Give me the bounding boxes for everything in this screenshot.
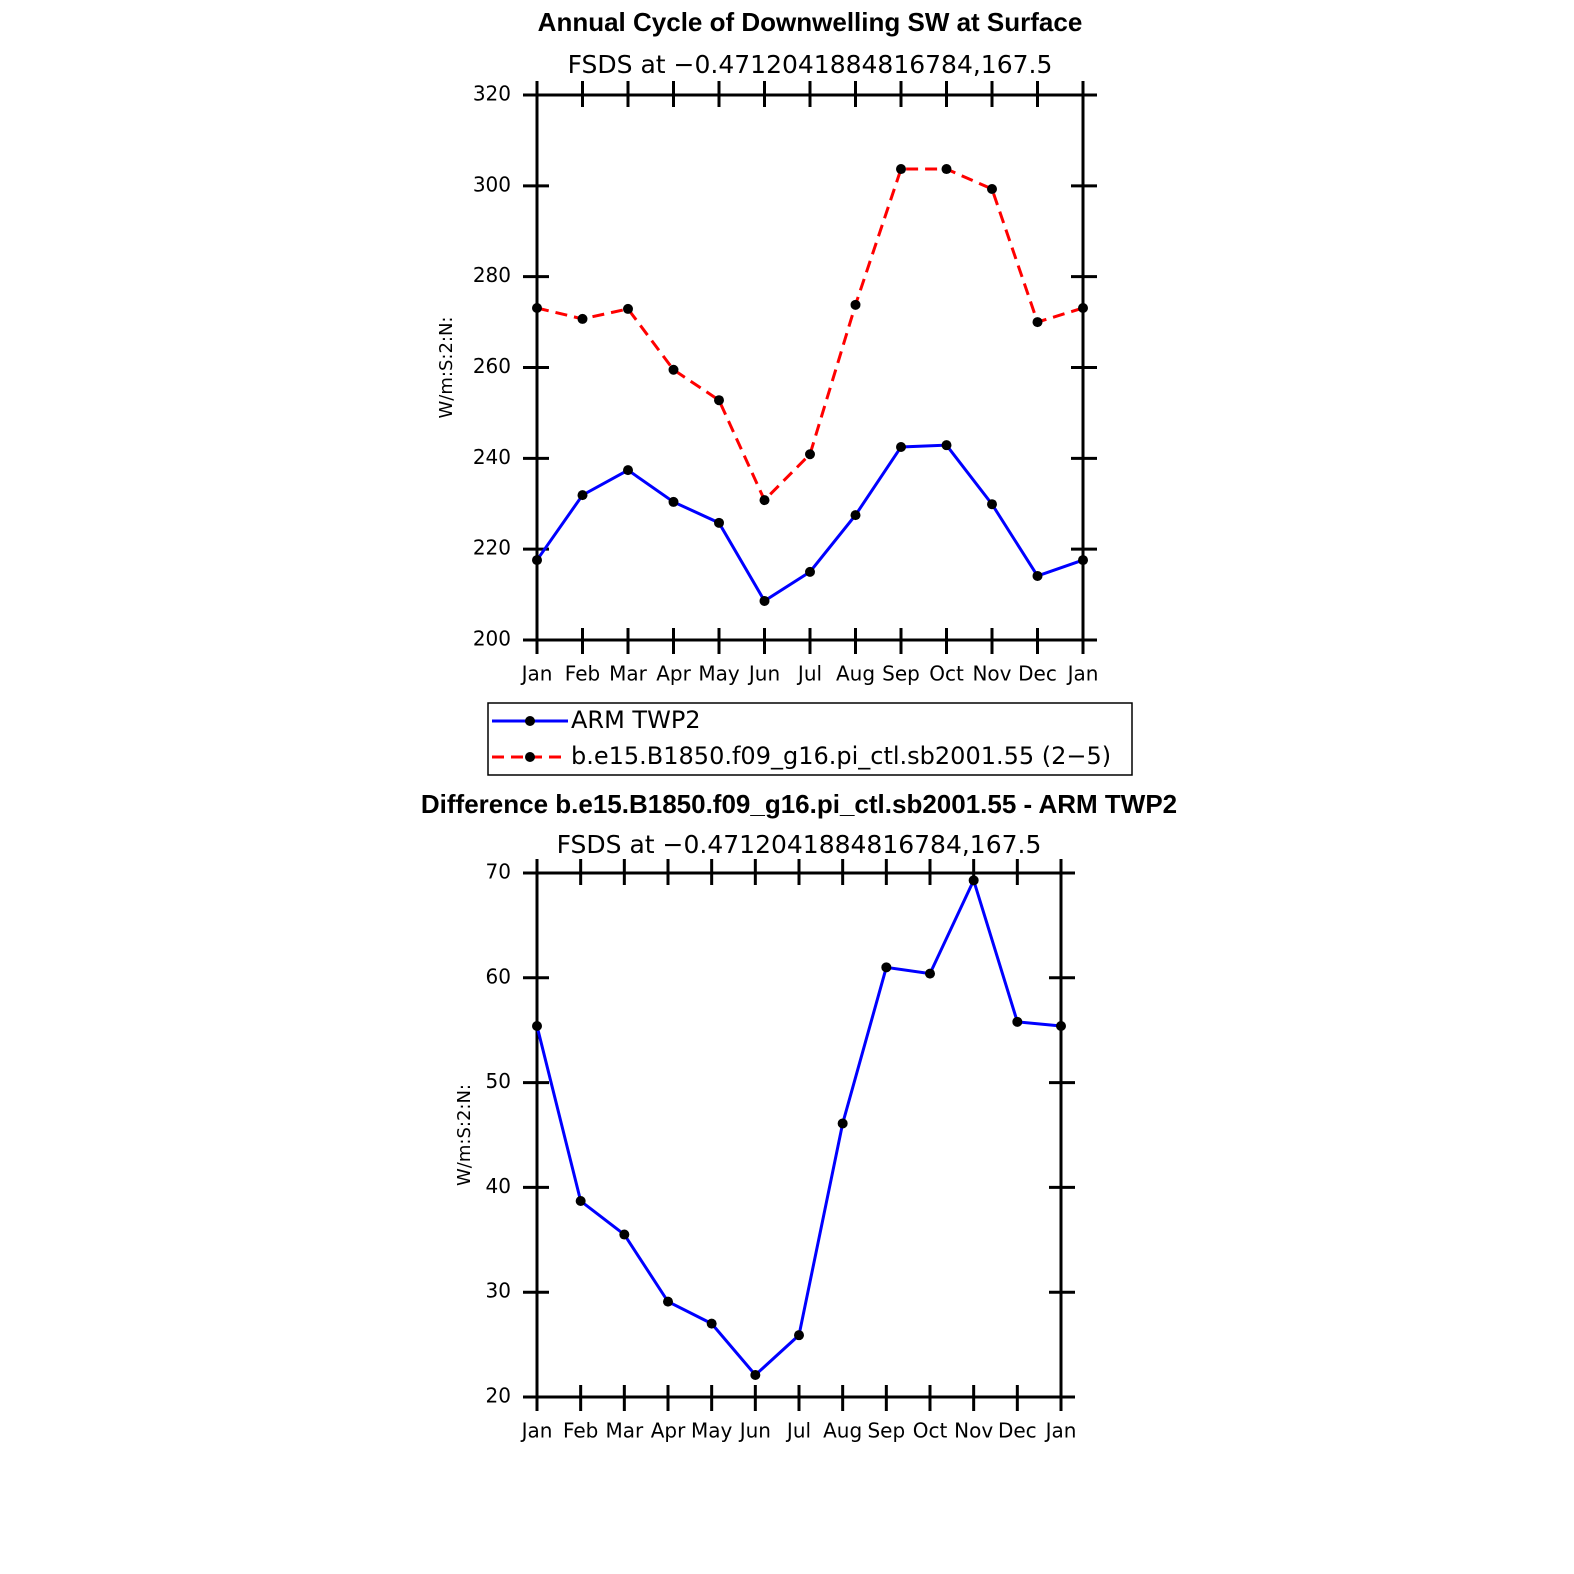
data-point [805, 449, 815, 460]
data-point [575, 1196, 586, 1207]
x-tick-label: Oct [913, 1419, 948, 1443]
x-tick-label: Nov [972, 662, 1011, 686]
data-point [850, 510, 861, 521]
data-point [532, 1021, 542, 1032]
data-point [532, 555, 542, 566]
x-tick-label: Mar [605, 1419, 644, 1443]
x-tick-label: May [691, 1419, 733, 1443]
data-point [850, 299, 861, 310]
series-line [535, 876, 1062, 1378]
x-tick-label: Aug [836, 662, 875, 686]
data-point [668, 364, 679, 375]
plot-frame [535, 871, 1063, 1399]
data-point [896, 441, 906, 452]
legend-box [487, 702, 1133, 776]
y-tick-label: 260 [473, 354, 511, 378]
x-tick-label: Oct [929, 662, 964, 686]
data-point [706, 1318, 717, 1329]
chart-subtitle: FSDS at −0.4712041884816784,167.5 [568, 50, 1053, 79]
data-point [1032, 317, 1043, 328]
series-line [535, 443, 1084, 604]
y-tick-label: 50 [486, 1069, 511, 1093]
y-tick-label: 320 [473, 82, 511, 106]
x-tick-label: Mar [609, 662, 648, 686]
y-tick-label: 300 [473, 172, 511, 196]
y-tick-label: 60 [486, 964, 511, 988]
data-point [714, 517, 724, 528]
data-point [1078, 303, 1088, 314]
data-point [759, 495, 770, 506]
x-tick-label: Feb [563, 1419, 598, 1443]
data-point [968, 875, 979, 886]
data-point [668, 496, 679, 507]
x-tick-label: Sep [882, 662, 920, 686]
plot-frame [535, 93, 1085, 642]
x-tick-label: Jan [1044, 1419, 1077, 1443]
x-tick-label: Feb [565, 662, 600, 686]
y-axis-label: W/m:S:2:N: [436, 317, 457, 419]
data-point [1078, 555, 1088, 566]
y-tick-label: 240 [473, 445, 511, 469]
data-point [881, 962, 892, 973]
x-tick-label: Nov [954, 1419, 993, 1443]
legend-label: b.e15.B1850.f09_g16.pi_ctl.sb2001.55 (2−… [571, 742, 1111, 770]
data-point [663, 1296, 673, 1307]
x-tick-label: Sep [867, 1419, 905, 1443]
data-point [896, 164, 906, 175]
y-axis-label: W/m:S:2:N: [454, 1084, 475, 1186]
x-tick-label: May [698, 662, 740, 686]
data-point [794, 1330, 804, 1341]
x-tick-label: Apr [651, 1419, 686, 1443]
x-tick-label: Dec [998, 1419, 1037, 1443]
data-point [714, 395, 724, 406]
x-tick-label: Jul [796, 662, 822, 686]
data-point [987, 499, 997, 510]
data-point [577, 313, 588, 324]
y-tick-label: 70 [486, 860, 511, 884]
data-point [619, 1229, 630, 1240]
data-point [623, 303, 633, 314]
x-tick-label: Aug [823, 1419, 862, 1443]
data-point [925, 968, 935, 979]
data-point [759, 595, 770, 606]
chart-title: Annual Cycle of Downwelling SW at Surfac… [538, 7, 1083, 37]
x-tick-label: Jun [747, 662, 780, 686]
data-point [941, 164, 952, 175]
legend-marker [525, 752, 535, 762]
x-tick-label: Dec [1018, 662, 1057, 686]
data-point [837, 1118, 848, 1129]
data-point [577, 490, 588, 501]
data-point [623, 465, 633, 476]
y-tick-label: 20 [486, 1384, 511, 1408]
y-tick-label: 30 [486, 1279, 511, 1303]
data-point [1056, 1021, 1066, 1032]
data-point [941, 440, 952, 451]
x-tick-label: Jun [738, 1419, 771, 1443]
chart-subtitle: FSDS at −0.4712041884816784,167.5 [557, 830, 1042, 859]
y-tick-label: 220 [473, 536, 511, 560]
x-tick-label: Apr [656, 662, 691, 686]
data-point [532, 303, 542, 314]
y-tick-label: 280 [473, 263, 511, 287]
y-tick-label: 40 [486, 1174, 511, 1198]
chart-title: Difference b.e15.B1850.f09_g16.pi_ctl.sb… [421, 789, 1177, 819]
legend-marker [525, 716, 535, 726]
data-point [750, 1369, 761, 1380]
x-tick-label: Jan [520, 1419, 553, 1443]
x-tick-label: Jan [520, 662, 553, 686]
x-tick-label: Jan [1066, 662, 1099, 686]
data-point [1032, 570, 1043, 581]
data-point [987, 184, 997, 195]
data-point [1012, 1016, 1023, 1027]
legend-label: ARM TWP2 [571, 706, 701, 734]
data-point [805, 566, 815, 577]
y-tick-label: 200 [473, 627, 511, 651]
x-tick-label: Jul [785, 1419, 811, 1443]
